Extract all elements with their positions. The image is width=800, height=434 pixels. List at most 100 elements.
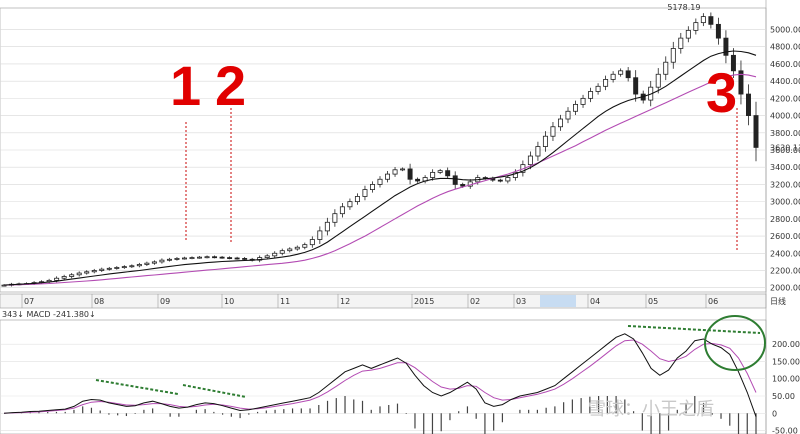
candle bbox=[121, 266, 127, 269]
candle bbox=[242, 258, 248, 260]
candle bbox=[400, 168, 406, 171]
candle bbox=[1, 284, 7, 287]
candle bbox=[332, 213, 338, 223]
candle bbox=[106, 267, 112, 270]
marker-label: 2 bbox=[215, 54, 246, 117]
candle bbox=[287, 248, 293, 252]
macd-tick-label: 50.00 bbox=[772, 392, 795, 401]
candle bbox=[445, 170, 451, 177]
x-tick-label: 06 bbox=[708, 297, 718, 306]
candle bbox=[99, 268, 105, 271]
candle bbox=[212, 256, 218, 259]
candle bbox=[693, 22, 699, 31]
candle bbox=[512, 171, 518, 178]
candle bbox=[460, 184, 466, 187]
candle bbox=[197, 256, 203, 259]
candle bbox=[415, 178, 421, 182]
candle bbox=[272, 252, 278, 257]
candle bbox=[302, 244, 308, 248]
x-tick-label: 11 bbox=[280, 297, 290, 306]
candle bbox=[392, 169, 398, 175]
candle bbox=[550, 126, 556, 137]
candle bbox=[678, 37, 684, 49]
candle bbox=[76, 272, 82, 276]
candle bbox=[535, 146, 541, 157]
candle bbox=[385, 173, 391, 180]
candle bbox=[625, 70, 631, 79]
candle bbox=[227, 257, 233, 259]
price-tick-label: 3200.00 bbox=[770, 180, 800, 189]
candle bbox=[452, 175, 458, 185]
candle bbox=[264, 255, 270, 258]
candle bbox=[505, 177, 511, 182]
macd-dea-line bbox=[3, 339, 757, 414]
candle bbox=[437, 170, 443, 173]
price-tick-label: 4800.00 bbox=[770, 43, 800, 52]
macd-tick-label: 100.00 bbox=[772, 375, 800, 384]
candle bbox=[234, 257, 240, 260]
candle bbox=[655, 73, 661, 88]
price-tick-label: 2200.00 bbox=[770, 266, 800, 275]
price-tick-label: 4400.00 bbox=[770, 77, 800, 86]
candle bbox=[129, 265, 135, 268]
macd-tick-label: 0 bbox=[772, 409, 777, 418]
x-tick-label: 02 bbox=[470, 297, 480, 306]
candle bbox=[204, 256, 210, 259]
candle bbox=[557, 118, 563, 128]
candle bbox=[136, 264, 142, 267]
candle bbox=[309, 239, 315, 246]
x-tick-label: 09 bbox=[160, 297, 170, 306]
candle bbox=[324, 221, 330, 232]
macd-header: 343↓ MACD -241.380↓ bbox=[2, 310, 96, 319]
price-tick-label: 2400.00 bbox=[770, 249, 800, 258]
price-tick-label: 3400.00 bbox=[770, 163, 800, 172]
candle bbox=[181, 257, 187, 260]
marker-label: 3 bbox=[706, 61, 737, 124]
x-tick-label: 2015 bbox=[414, 297, 434, 306]
price-tick-label: 5000.00 bbox=[770, 26, 800, 35]
candle bbox=[685, 29, 691, 39]
x-tick-label: 12 bbox=[340, 297, 350, 306]
candle bbox=[715, 23, 721, 39]
candle bbox=[610, 73, 616, 80]
price-tick-label: 3000.00 bbox=[770, 198, 800, 207]
candle bbox=[317, 230, 323, 240]
candle bbox=[745, 93, 751, 116]
price-tick-label: 4000.00 bbox=[770, 112, 800, 121]
candle bbox=[257, 257, 263, 261]
candle bbox=[542, 135, 548, 147]
candle bbox=[565, 110, 571, 120]
marker-label: 1 bbox=[170, 54, 201, 117]
x-tick-label: 05 bbox=[648, 297, 658, 306]
candle bbox=[219, 256, 225, 259]
candle bbox=[362, 189, 368, 197]
watermark: 雪球：小王之盾 bbox=[588, 399, 714, 420]
candle bbox=[580, 97, 586, 105]
macd-tick-label: 150.00 bbox=[772, 357, 800, 366]
candle bbox=[430, 171, 436, 178]
candle bbox=[700, 16, 706, 24]
price-tick-label: 4200.00 bbox=[770, 94, 800, 103]
divergence-line-3 bbox=[627, 325, 761, 334]
candle bbox=[61, 276, 67, 279]
price-tick-label: 2800.00 bbox=[770, 215, 800, 224]
price-tick-label: 4600.00 bbox=[770, 60, 800, 69]
candle bbox=[189, 257, 195, 259]
candle bbox=[69, 274, 75, 277]
candle bbox=[603, 79, 609, 87]
candle bbox=[354, 196, 360, 203]
highlight-circle bbox=[704, 315, 766, 371]
candle bbox=[497, 179, 503, 182]
candle bbox=[670, 48, 676, 63]
candle bbox=[279, 250, 285, 254]
candle bbox=[595, 85, 601, 92]
candle bbox=[730, 54, 736, 72]
x-tick-label: 08 bbox=[94, 297, 104, 306]
ma-line-purple bbox=[3, 73, 757, 286]
x-tick-label: 07 bbox=[24, 297, 34, 306]
candle bbox=[347, 201, 353, 208]
candle bbox=[573, 103, 579, 112]
candle bbox=[151, 261, 157, 264]
price-tick-label: 3600.00 bbox=[770, 146, 800, 155]
candle bbox=[369, 184, 375, 190]
